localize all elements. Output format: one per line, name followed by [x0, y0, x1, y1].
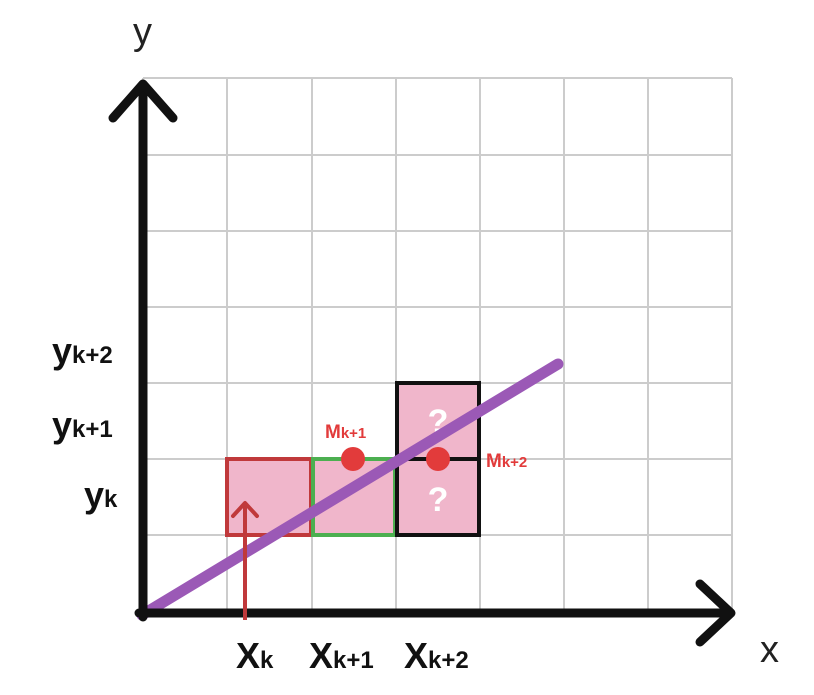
y-tick-k: yk — [84, 474, 118, 515]
candidate-pixel-lower — [395, 457, 481, 537]
y-axis-label: y — [133, 11, 152, 53]
rasterized-line — [136, 358, 564, 621]
x-tick-k-plus-2: Xk+2 — [404, 635, 469, 676]
x-axis-label: x — [760, 629, 779, 671]
xk-pointer-arrowhead — [231, 501, 259, 518]
y-tick-k-plus-2: yk+2 — [52, 330, 113, 371]
midpoint-k-plus-1-dot — [341, 447, 365, 471]
midpoint-k-plus-1-label: Mk+1 — [325, 422, 366, 443]
y-tick-k-plus-1: yk+1 — [52, 404, 113, 445]
x-axis-arrowhead — [695, 579, 736, 647]
candidate-lower-question-mark: ? — [428, 481, 449, 519]
midpoint-k-plus-2-label: Mk+2 — [486, 451, 527, 472]
x-tick-k-plus-1: Xk+1 — [309, 635, 374, 676]
midpoint-k-plus-2-dot — [426, 447, 450, 471]
y-axis-arrowhead — [108, 79, 178, 123]
x-tick-k: Xk — [236, 635, 274, 676]
